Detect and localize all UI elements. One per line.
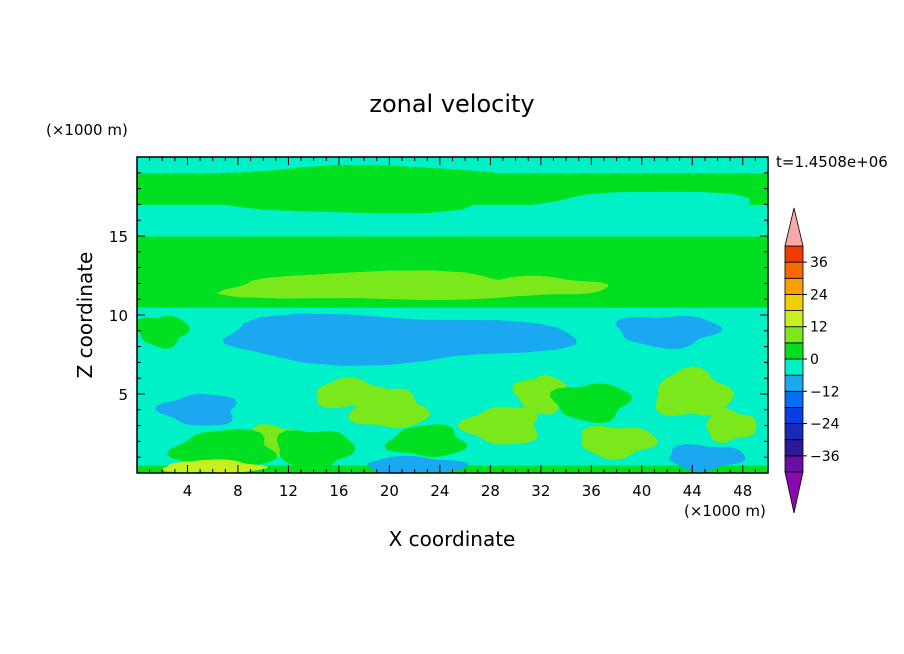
contour-region [216, 270, 567, 301]
colorbar-cell [784, 261, 804, 279]
contour-region [481, 275, 609, 297]
x-tick-label: 32 [531, 482, 550, 500]
x-tick-label: 48 [733, 482, 752, 500]
contour-region [166, 429, 277, 469]
x-tick-label: 40 [632, 482, 651, 500]
x-tick-label: 36 [582, 482, 601, 500]
contour-region [581, 425, 658, 460]
y-tick-label: 10 [109, 307, 128, 325]
colorbar-tick-label: −36 [810, 449, 840, 465]
contour-region [550, 383, 633, 424]
colorbar-cell [784, 407, 804, 424]
x-tick-label: 44 [683, 482, 702, 500]
colorbar-tick-label: 24 [810, 287, 828, 303]
colorbar-cell [784, 374, 804, 392]
y-tick-label: 15 [109, 228, 128, 246]
x-tick-label: 16 [329, 482, 348, 500]
contour-region [457, 406, 538, 445]
colorbar-cell [784, 310, 804, 328]
x-tick-label: 28 [481, 482, 500, 500]
contour-region [316, 377, 393, 409]
contour-region [137, 315, 190, 349]
colorbar-cell [784, 358, 804, 376]
colorbar-cell [784, 390, 804, 408]
x-tick-label: 4 [183, 482, 193, 500]
colorbar: 36 24 12 0 −12 −24 −36 [784, 207, 840, 514]
chart-title: zonal velocity [369, 90, 534, 118]
x-tick-label: 12 [279, 482, 298, 500]
y-unit-label: (×1000 m) [46, 121, 128, 139]
x-axis-label: X coordinate [389, 527, 516, 551]
contour-region [492, 191, 765, 233]
colorbar-cell [784, 455, 804, 473]
contour-region [512, 375, 568, 415]
colorbar-cell [784, 423, 804, 441]
time-label: t=1.4508e+06 [776, 153, 888, 171]
contour-region [137, 164, 519, 214]
colorbar-tick-label: 36 [810, 255, 828, 271]
colorbar-cell [784, 342, 804, 360]
colorbar-cell [784, 439, 804, 457]
contour-region [222, 313, 577, 366]
contour-region [615, 316, 723, 349]
colorbar-cell [784, 326, 804, 344]
contour-region [155, 393, 237, 426]
colorbar-tick-label: −12 [810, 384, 840, 400]
colorbar-over-arrow [784, 207, 804, 247]
x-tick-label: 20 [380, 482, 399, 500]
colorbar-tick-label: −24 [810, 417, 840, 433]
colorbar-cell [784, 294, 804, 311]
x-unit-label: (×1000 m) [684, 502, 766, 520]
colorbar-tick-label: 12 [810, 320, 828, 336]
contour-region [669, 444, 746, 472]
contour-region [384, 424, 468, 458]
y-axis-label: Z coordinate [73, 252, 97, 379]
contour-region [276, 430, 356, 473]
contour-field [137, 157, 768, 473]
y-tick-label: 5 [118, 386, 128, 404]
colorbar-cell [784, 277, 804, 295]
contour-region [706, 407, 757, 443]
x-tick-label: 8 [233, 482, 243, 500]
contour-region [655, 366, 734, 416]
colorbar-under-arrow [784, 471, 804, 514]
contour-region [367, 456, 469, 473]
colorbar-cell [784, 245, 804, 263]
x-tick-label: 24 [430, 482, 449, 500]
colorbar-tick-label: 0 [810, 352, 819, 368]
